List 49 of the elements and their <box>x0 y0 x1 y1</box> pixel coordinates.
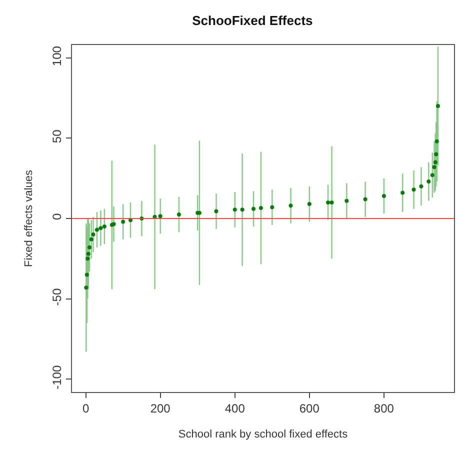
point <box>158 214 162 218</box>
point <box>400 190 405 195</box>
point <box>270 205 274 210</box>
y-tick-label: 50 <box>50 129 64 144</box>
x-tick-label: 200 <box>150 401 171 416</box>
point <box>86 256 90 261</box>
point <box>91 232 96 237</box>
point <box>412 188 416 192</box>
point <box>258 206 263 210</box>
chart-title: SchooFixed Effects <box>192 13 313 28</box>
point <box>84 286 88 290</box>
point <box>307 202 312 206</box>
point <box>176 212 181 216</box>
point <box>240 208 244 212</box>
point <box>252 206 256 211</box>
point <box>434 139 439 144</box>
point <box>430 173 434 178</box>
point <box>344 198 349 203</box>
point <box>121 220 126 224</box>
point <box>86 252 90 256</box>
point <box>88 245 92 250</box>
point <box>426 180 431 184</box>
point <box>363 197 368 202</box>
point <box>98 226 103 230</box>
point <box>326 200 330 204</box>
point <box>102 224 106 229</box>
point <box>436 104 440 108</box>
y-tick-label: -100 <box>50 365 64 390</box>
x-axis-title: School rank by school fixed effects <box>178 428 348 441</box>
point <box>89 237 94 242</box>
point <box>288 204 293 208</box>
x-tick-label: 600 <box>299 401 320 416</box>
point <box>232 208 237 212</box>
point <box>84 272 89 277</box>
point <box>382 194 386 198</box>
x-tick-label: 800 <box>374 401 394 416</box>
y-tick-label: 100 <box>50 46 64 66</box>
y-tick-label: -50 <box>50 288 64 306</box>
point <box>419 184 424 188</box>
point <box>94 228 99 232</box>
point <box>433 160 438 164</box>
x-tick-label: 0 <box>82 401 90 416</box>
x-tick-label: 400 <box>224 401 246 416</box>
y-axis-title: Fixed effects values <box>22 169 35 268</box>
y-tick-label: 0 <box>50 213 64 220</box>
point <box>214 209 218 214</box>
point <box>330 200 334 204</box>
point <box>434 152 438 156</box>
point <box>432 165 436 170</box>
